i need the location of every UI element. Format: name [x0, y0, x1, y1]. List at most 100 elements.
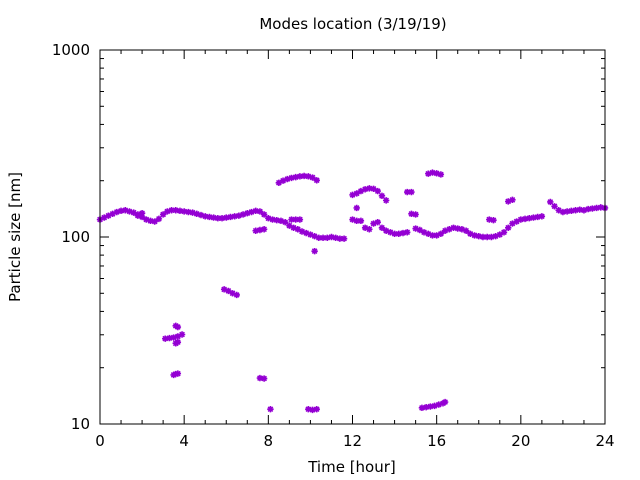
data-point [332, 234, 339, 242]
data-point [267, 405, 274, 413]
data-point [309, 174, 316, 181]
data-point [315, 234, 323, 242]
data-point [584, 205, 592, 213]
data-point [260, 375, 268, 382]
data-point [505, 198, 512, 205]
data-point [273, 216, 280, 224]
data-point [437, 230, 445, 238]
data-point [563, 208, 571, 215]
data-point [433, 232, 440, 239]
data-point [580, 207, 588, 214]
data-point [202, 213, 209, 220]
data-point [235, 212, 243, 219]
data-point [138, 213, 146, 221]
data-point [458, 226, 466, 233]
chart-title: Modes location (3/19/19) [259, 15, 446, 33]
data-point [479, 233, 487, 241]
data-point [214, 215, 222, 222]
data-point [178, 331, 186, 338]
data-point [450, 224, 457, 231]
data-point [378, 224, 386, 231]
data-point [174, 323, 182, 331]
data-point [210, 214, 217, 221]
data-point [437, 171, 445, 178]
data-point [576, 206, 583, 213]
data-point [231, 213, 238, 220]
data-point [286, 222, 293, 229]
data-point [340, 235, 348, 242]
data-point [418, 404, 426, 412]
y-tick-label: 10 [71, 415, 90, 433]
data-point [429, 169, 436, 176]
data-point [105, 212, 112, 219]
data-point [353, 217, 360, 225]
data-point [547, 198, 554, 206]
data-point [538, 213, 546, 220]
data-point [496, 231, 503, 238]
data-point [597, 204, 604, 211]
data-point [509, 196, 516, 204]
data-point [176, 207, 184, 215]
data-point [361, 186, 369, 193]
data-point [370, 220, 377, 227]
data-point [303, 229, 310, 237]
data-point [252, 207, 259, 215]
data-point [521, 215, 529, 223]
data-point [265, 215, 272, 222]
data-point [427, 403, 434, 410]
data-point [505, 224, 512, 231]
data-point [313, 405, 320, 413]
data-point [113, 208, 121, 216]
data-point [256, 374, 264, 382]
data-point [174, 338, 182, 346]
data-point [109, 210, 116, 218]
data-point [134, 212, 142, 219]
data-point [349, 216, 356, 223]
data-point [256, 226, 264, 234]
data-point [206, 213, 213, 221]
data-point [404, 188, 411, 196]
plot-frame [99, 49, 606, 425]
data-point [357, 217, 365, 225]
data-point [305, 173, 312, 180]
data-point [284, 175, 291, 183]
data-point [227, 213, 234, 221]
data-point [218, 215, 226, 222]
data-point [486, 216, 493, 223]
data-point [319, 234, 327, 242]
x-tick-label: 20 [511, 432, 530, 450]
data-point [130, 209, 137, 216]
data-point [256, 208, 264, 215]
data-point [416, 226, 424, 234]
data-point [551, 203, 558, 210]
data-point [422, 403, 430, 411]
data-point [353, 190, 360, 197]
data-point [244, 210, 251, 217]
data-point [382, 197, 390, 204]
data-point [275, 179, 283, 186]
axis-ticks: 0 4 8 12 16 20 24 10 100 1000 [52, 41, 615, 450]
data-point [425, 230, 432, 238]
data-point [290, 224, 297, 231]
data-point [288, 174, 295, 182]
data-point [166, 334, 173, 342]
x-tick-label: 16 [427, 432, 446, 450]
data-point [509, 220, 516, 227]
data-point [138, 210, 146, 217]
data-point [170, 371, 177, 379]
data-point [223, 214, 230, 221]
data-point [593, 204, 600, 212]
data-point [260, 211, 268, 218]
data-point [441, 227, 449, 234]
data-point [500, 229, 508, 236]
data-point [233, 291, 240, 299]
data-point [193, 210, 200, 218]
data-point [395, 230, 402, 238]
data-point [174, 333, 182, 340]
data-point [155, 215, 163, 223]
data-point [412, 211, 419, 218]
data-point [513, 218, 520, 225]
x-tick-label: 0 [95, 432, 105, 450]
data-point [534, 213, 541, 221]
data-point [589, 205, 596, 212]
